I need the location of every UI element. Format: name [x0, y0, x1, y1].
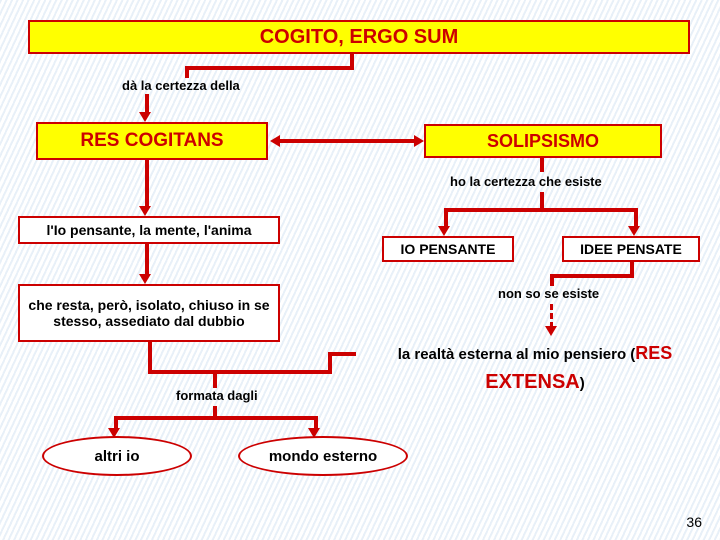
arrow: [139, 274, 151, 284]
title: COGITO, ERGO SUM: [260, 26, 459, 49]
label-certezza: dà la certezza della: [122, 78, 240, 93]
altri-io-ellipse: altri io: [42, 436, 192, 476]
arrow: [628, 226, 640, 236]
mondo-esterno-ellipse: mondo esterno: [238, 436, 408, 476]
conn: [145, 244, 149, 276]
title-box: COGITO, ERGO SUM: [28, 20, 690, 54]
conn: [280, 370, 330, 374]
conn: [114, 416, 318, 420]
io-pensante-desc-box: l'Io pensante, la mente, l'anima: [18, 216, 280, 244]
conn: [280, 139, 415, 143]
label-non-so: non so se esiste: [498, 286, 599, 301]
che-resta-box: che resta, però, isolato, chiuso in se s…: [18, 284, 280, 342]
conn: [550, 274, 554, 286]
res-cogitans-box: RES COGITANS: [36, 122, 268, 160]
label-ho-certezza: ho la certezza che esiste: [450, 174, 602, 189]
conn: [145, 94, 149, 114]
conn: [328, 352, 356, 356]
conn: [444, 208, 638, 212]
arrow: [139, 206, 151, 216]
arrow: [545, 326, 557, 336]
conn: [185, 66, 189, 78]
page-number: 36: [686, 514, 702, 530]
conn: [213, 374, 217, 388]
conn: [540, 158, 544, 172]
conn: [185, 66, 354, 70]
solipsismo-box: SOLIPSISMO: [424, 124, 662, 158]
conn: [634, 208, 638, 228]
conn: [145, 160, 149, 208]
conn: [550, 274, 634, 278]
arrow: [270, 135, 280, 147]
io-pensante-box: IO PENSANTE: [382, 236, 514, 262]
label-formata: formata dagli: [176, 388, 258, 403]
arrow: [414, 135, 424, 147]
conn: [444, 208, 448, 228]
arrow: [438, 226, 450, 236]
label-realta: la realtà esterna al mio pensiero (RES E…: [360, 340, 710, 397]
conn-dashed: [550, 304, 553, 328]
idee-pensate-box: IDEE PENSATE: [562, 236, 700, 262]
arrow: [139, 112, 151, 122]
